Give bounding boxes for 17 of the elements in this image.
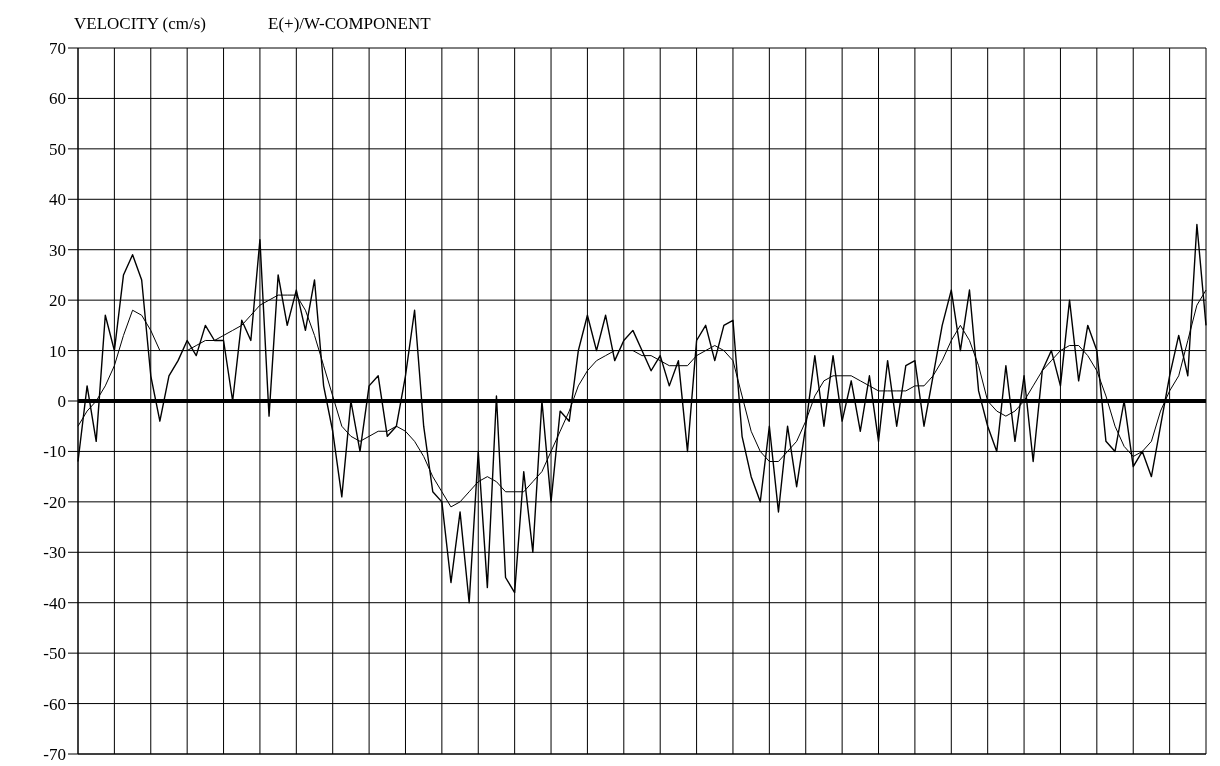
y-tick-label: 10 [49,341,66,361]
y-tick-label: 60 [49,89,66,109]
y-tick-label: 70 [49,39,66,59]
y-tick-label: 20 [49,291,66,311]
chart-title: E(+)/W-COMPONENT [268,14,431,34]
y-tick-label: 50 [49,139,66,159]
y-axis-title: VELOCITY (cm/s) [74,14,207,34]
y-tick-label: -50 [43,644,66,664]
y-tick-label: -30 [43,543,66,563]
y-tick-label: 0 [57,392,66,412]
y-tick-label: -20 [43,492,66,512]
y-tick-label: -40 [43,593,66,613]
y-tick-label: -10 [43,442,66,462]
y-tick-label: -60 [43,694,66,714]
y-tick-label: 30 [49,240,66,260]
y-tick-label: 40 [49,190,66,210]
y-tick-label: -70 [43,745,66,765]
